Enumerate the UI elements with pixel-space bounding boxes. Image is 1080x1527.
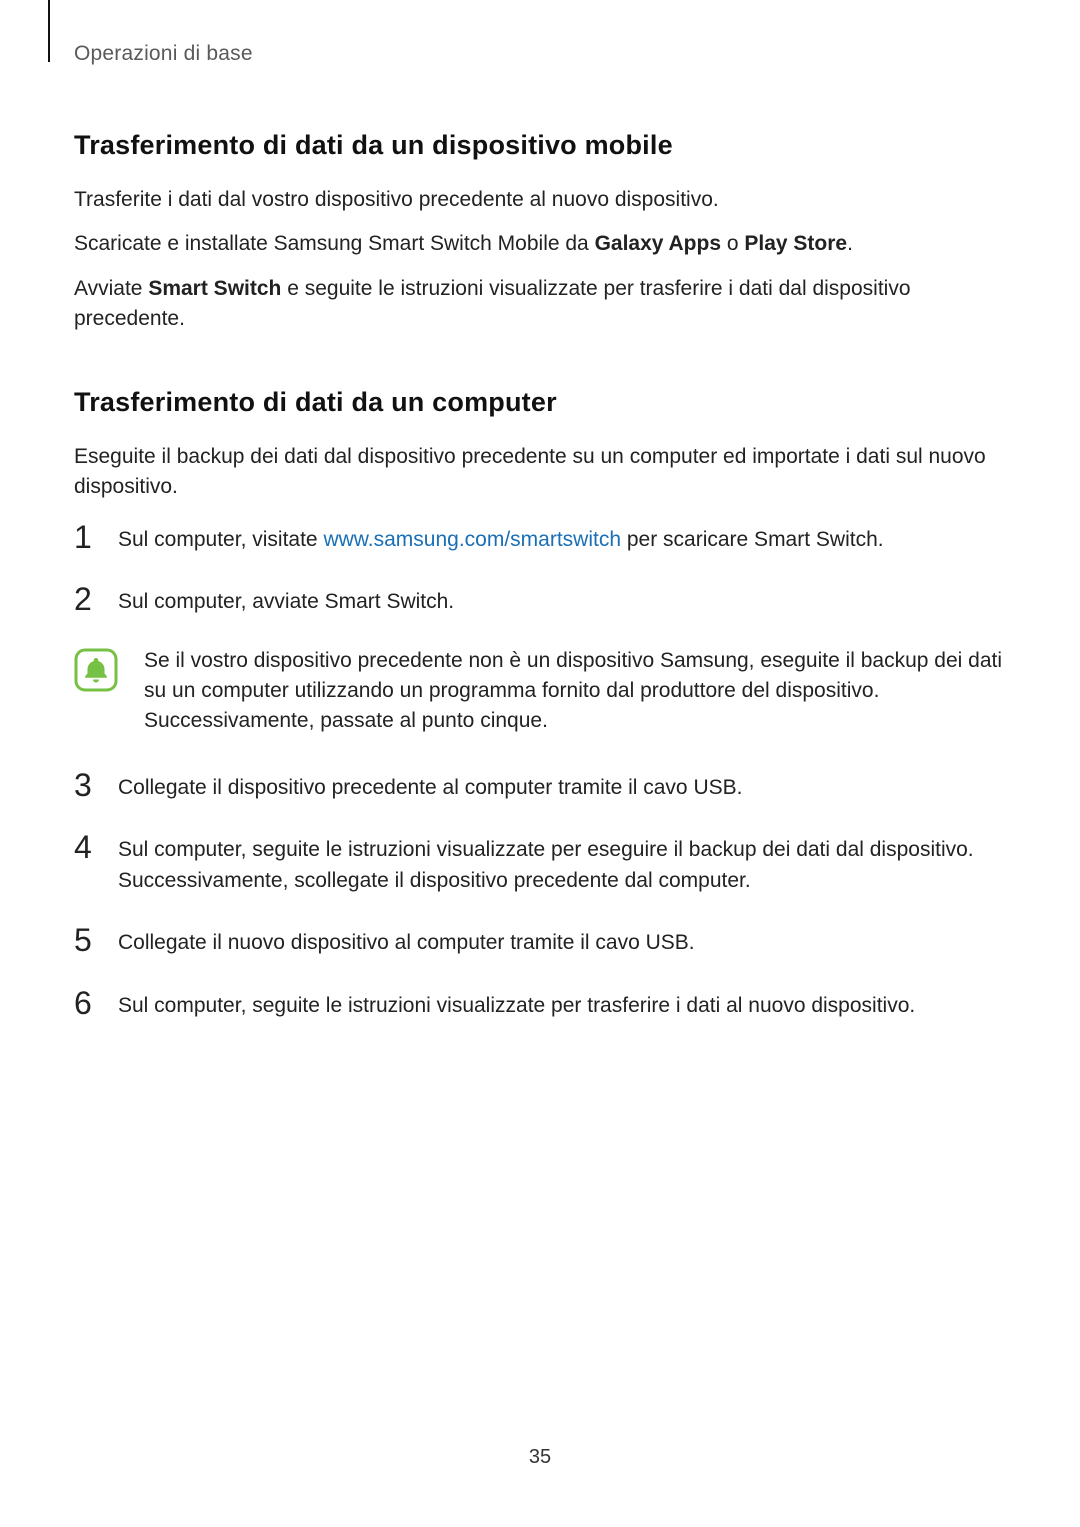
link-smartswitch[interactable]: www.samsung.com/smartswitch [323,528,621,551]
margin-rule [48,0,50,62]
step-item: 4 Sul computer, seguite le istruzioni vi… [74,831,1006,896]
step-number: 5 [74,924,96,956]
step-item: 5 Collegate il nuovo dispositivo al comp… [74,924,1006,958]
step-text: Sul computer, visitate www.samsung.com/s… [118,521,1006,555]
paragraph: Scaricate e installate Samsung Smart Swi… [74,229,1006,259]
step-number: 2 [74,583,96,615]
step-item: 2 Sul computer, avviate Smart Switch. [74,583,1006,617]
bell-icon [74,648,118,692]
text: Scaricate e installate Samsung Smart Swi… [74,232,595,255]
page: Operazioni di base Trasferimento di dati… [0,0,1080,1527]
note-callout: Se il vostro dispositivo precedente non … [74,646,1006,737]
app-name-galaxy-apps: Galaxy Apps [595,232,721,255]
step-number: 1 [74,521,96,553]
step-text: Sul computer, seguite le istruzioni visu… [118,987,1006,1021]
ordered-steps: 1 Sul computer, visitate www.samsung.com… [74,521,1006,1021]
step-number: 4 [74,831,96,863]
text: per scaricare Smart Switch. [621,528,884,551]
step-number: 3 [74,769,96,801]
note-text: Se il vostro dispositivo precedente non … [144,646,1006,737]
running-head: Operazioni di base [74,42,1006,66]
app-name-play-store: Play Store [744,232,847,255]
text: . [847,232,853,255]
heading-computer-transfer: Trasferimento di dati da un computer [74,387,1006,418]
paragraph: Avviate Smart Switch e seguite le istruz… [74,274,1006,335]
text: Avviate [74,277,148,300]
text: Sul computer, visitate [118,528,323,551]
step-text: Sul computer, avviate Smart Switch. [118,583,1006,617]
step-item: 1 Sul computer, visitate www.samsung.com… [74,521,1006,555]
app-name-smart-switch: Smart Switch [148,277,281,300]
step-text: Collegate il nuovo dispositivo al comput… [118,924,1006,958]
heading-mobile-transfer: Trasferimento di dati da un dispositivo … [74,130,1006,161]
step-item: 6 Sul computer, seguite le istruzioni vi… [74,987,1006,1021]
step-text: Sul computer, seguite le istruzioni visu… [118,831,1006,896]
step-text: Collegate il dispositivo precedente al c… [118,769,1006,803]
step-item: 3 Collegate il dispositivo precedente al… [74,769,1006,803]
step-number: 6 [74,987,96,1019]
paragraph: Eseguite il backup dei dati dal disposit… [74,442,1006,503]
text: o [721,232,744,255]
paragraph: Trasferite i dati dal vostro dispositivo… [74,185,1006,215]
page-number: 35 [0,1446,1080,1469]
